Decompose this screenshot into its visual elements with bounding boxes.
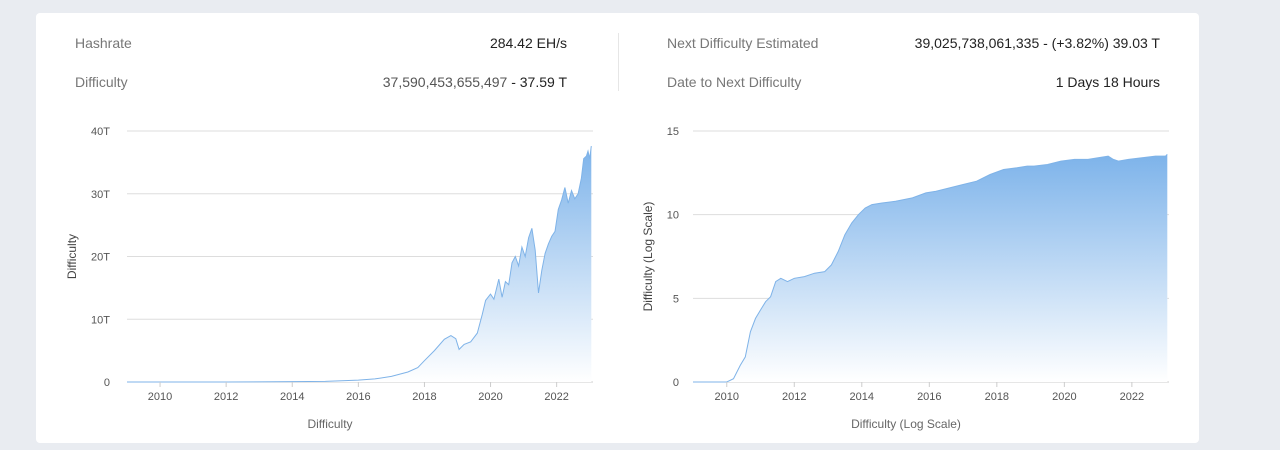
chart1-y-axis-title: Difficulty	[65, 234, 79, 279]
chart1-x-tick-label: 2016	[346, 391, 370, 403]
date-next-row: Date to Next Difficulty 1 Days 18 Hours	[667, 72, 1160, 92]
chart1-area	[127, 146, 592, 382]
chart1-x-tick-label: 2014	[280, 391, 304, 403]
chart2-x-tick-label: 2014	[850, 391, 874, 403]
chart1-y-tick-label: 10T	[91, 314, 110, 326]
chart2-area	[693, 154, 1168, 382]
chart1-series-line	[127, 146, 592, 383]
chart2-y-tick-label: 10	[667, 210, 679, 222]
next-difficulty-value: 39,025,738,061,335 - (+3.82%) 39.03 T	[914, 35, 1160, 51]
chart2-x-tick-label: 2020	[1052, 391, 1076, 403]
date-next-value: 1 Days 18 Hours	[1055, 74, 1160, 90]
chart2-y-tick-label: 15	[667, 126, 679, 138]
chart2-x-tick-label: 2010	[715, 391, 739, 403]
chart1-y-tick-label: 40T	[91, 126, 110, 138]
chart1-x-tick-label: 2022	[544, 391, 568, 403]
hashrate-label: Hashrate	[75, 35, 132, 51]
chart2-x-tick-label: 2018	[985, 391, 1009, 403]
hashrate-row: Hashrate 284.42 EH/s	[75, 33, 567, 53]
chart2-x-tick-label: 2016	[917, 391, 941, 403]
difficulty-label: Difficulty	[75, 74, 128, 90]
chart2-y-tick-label: 0	[673, 377, 679, 389]
hashrate-value: 284.42 EH/s	[489, 35, 567, 51]
difficulty-value: 37,590,453,655,497 - 37.59 T	[383, 74, 567, 90]
chart1-y-tick-label: 30T	[91, 189, 110, 201]
stats-divider	[618, 33, 619, 91]
chart1-x-axis-title: Difficulty	[307, 417, 352, 431]
chart1-y-tick-label: 0	[104, 377, 110, 389]
chart1-x-tick-label: 2012	[214, 391, 238, 403]
chart1-x-tick-label: 2018	[412, 391, 436, 403]
chart2-y-axis-title: Difficulty (Log Scale)	[641, 202, 655, 312]
chart2-x-tick-label: 2022	[1120, 391, 1144, 403]
chart2-x-tick-label: 2012	[782, 391, 806, 403]
difficulty-value-short: - 37.59 T	[507, 74, 567, 90]
chart1-x-tick-label: 2010	[148, 391, 172, 403]
chart1-y-tick-label: 20T	[91, 252, 110, 264]
difficulty-row: Difficulty 37,590,453,655,497 - 37.59 T	[75, 72, 567, 92]
difficulty-value-main: 37,590,453,655,497	[382, 74, 508, 90]
chart2-series-line	[693, 154, 1168, 383]
chart2-y-tick-label: 5	[673, 293, 679, 305]
chart1-x-tick-label: 2020	[478, 391, 502, 403]
chart2-x-axis-title: Difficulty (Log Scale)	[851, 417, 961, 431]
next-difficulty-label: Next Difficulty Estimated	[667, 35, 819, 51]
date-next-label: Date to Next Difficulty	[667, 74, 802, 90]
next-difficulty-row: Next Difficulty Estimated 39,025,738,061…	[667, 33, 1160, 53]
